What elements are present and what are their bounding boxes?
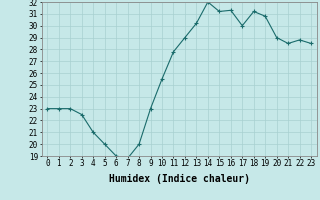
X-axis label: Humidex (Indice chaleur): Humidex (Indice chaleur)	[109, 174, 250, 184]
